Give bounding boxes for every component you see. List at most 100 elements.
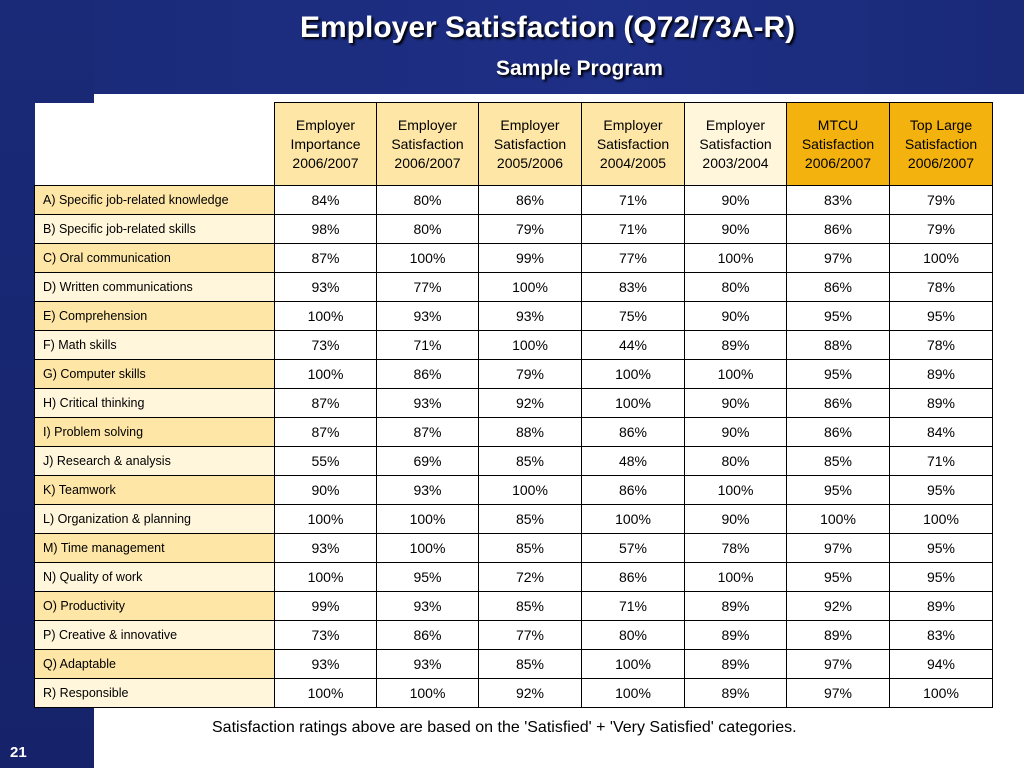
- table-cell: 73%: [274, 330, 377, 360]
- row-label: B) Specific job-related skills: [34, 214, 275, 244]
- column-header-line: 2006/2007: [907, 154, 975, 171]
- column-header: Top Large Satisfaction 2006/2007: [889, 102, 993, 186]
- table-cell: 100%: [274, 504, 377, 534]
- table-row: H) Critical thinking 87% 93% 92% 100% 90% 86% 8…: [34, 388, 993, 418]
- table-cell: 100%: [581, 678, 685, 708]
- row-label: K) Teamwork: [34, 475, 275, 505]
- table-cell: 100%: [478, 475, 582, 505]
- table-cell: 78%: [889, 330, 993, 360]
- table-cell: 71%: [581, 214, 685, 244]
- table-cell: 100%: [889, 678, 993, 708]
- row-label: P) Creative & innovative: [34, 620, 275, 650]
- table-cell: 79%: [478, 359, 582, 389]
- table-cell: 86%: [786, 388, 890, 418]
- table-cell: 90%: [684, 214, 787, 244]
- table-cell: 89%: [684, 620, 787, 650]
- table-cell: 89%: [684, 591, 787, 621]
- table-cell: 100%: [376, 678, 479, 708]
- table-row: J) Research & analysis 55% 69% 85% 48% 80% 85%…: [34, 446, 993, 476]
- row-label: C) Oral communication: [34, 243, 275, 273]
- table-cell: 99%: [274, 591, 377, 621]
- table-cell: 86%: [581, 475, 685, 505]
- row-label: A) Specific job-related knowledge: [34, 185, 275, 215]
- row-label: H) Critical thinking: [34, 388, 275, 418]
- title-banner: [0, 0, 1024, 94]
- column-header-line: Satisfaction: [596, 135, 670, 152]
- table-cell: 100%: [274, 301, 377, 331]
- table-cell: 90%: [274, 475, 377, 505]
- row-label: N) Quality of work: [34, 562, 275, 592]
- table-cell: 80%: [376, 185, 479, 215]
- table-cell: 83%: [889, 620, 993, 650]
- table-cell: 90%: [684, 301, 787, 331]
- table-cell: 87%: [274, 388, 377, 418]
- table-cell: 77%: [478, 620, 582, 650]
- table-cell: 100%: [581, 504, 685, 534]
- row-label: R) Responsible: [34, 678, 275, 708]
- table-cell: 92%: [786, 591, 890, 621]
- table-row: P) Creative & innovative 73% 86% 77% 80% 89% 8…: [34, 620, 993, 650]
- table-cell: 100%: [478, 272, 582, 302]
- table-row: N) Quality of work 100% 95% 72% 86% 100% 95% 95…: [34, 562, 993, 592]
- table-cell: 90%: [684, 185, 787, 215]
- row-label: J) Research & analysis: [34, 446, 275, 476]
- table-cell: 83%: [786, 185, 890, 215]
- column-header: Employer Satisfaction 2006/2007: [376, 102, 479, 186]
- table-cell: 80%: [684, 446, 787, 476]
- table-row: L) Organization & planning 100% 100% 85% 100…: [34, 504, 993, 534]
- table-cell: 100%: [684, 243, 787, 273]
- table-cell: 95%: [889, 475, 993, 505]
- table-cell: 100%: [889, 504, 993, 534]
- column-header-line: Employer: [295, 116, 356, 133]
- table-cell: 87%: [376, 417, 479, 447]
- table-cell: 86%: [786, 417, 890, 447]
- table-cell: 93%: [478, 301, 582, 331]
- table-cell: 100%: [684, 475, 787, 505]
- table-cell: 87%: [274, 417, 377, 447]
- row-label: M) Time management: [34, 533, 275, 563]
- table-cell: 99%: [478, 243, 582, 273]
- column-header: Employer Satisfaction 2005/2006: [478, 102, 582, 186]
- table-cell: 89%: [786, 620, 890, 650]
- table-row: K) Teamwork 90% 93% 100% 86% 100% 95% 95%: [34, 475, 993, 505]
- table-cell: 98%: [274, 214, 377, 244]
- table-cell: 90%: [684, 417, 787, 447]
- header-row: Employer Importance 2006/2007 Employer S…: [34, 102, 993, 186]
- table-cell: 79%: [889, 185, 993, 215]
- column-header-line: Satisfaction: [391, 135, 464, 152]
- column-header: Employer Satisfaction 2003/2004: [684, 102, 787, 186]
- table-row: B) Specific job-related skills 98% 80% 79% 7…: [34, 214, 993, 244]
- header-corner: [34, 102, 275, 186]
- row-label: F) Math skills: [34, 330, 275, 360]
- table-cell: 89%: [684, 649, 787, 679]
- table-cell: 100%: [581, 359, 685, 389]
- row-label: E) Comprehension: [34, 301, 275, 331]
- column-header: Employer Importance 2006/2007: [274, 102, 377, 186]
- table-cell: 48%: [581, 446, 685, 476]
- table-cell: 97%: [786, 649, 890, 679]
- column-header-line: Top Large: [909, 116, 973, 133]
- table-cell: 93%: [376, 388, 479, 418]
- table-cell: 78%: [684, 533, 787, 563]
- table-cell: 77%: [376, 272, 479, 302]
- table-cell: 95%: [889, 533, 993, 563]
- table-cell: 75%: [581, 301, 685, 331]
- table-cell: 95%: [786, 359, 890, 389]
- table-cell: 97%: [786, 678, 890, 708]
- table-cell: 71%: [581, 185, 685, 215]
- table-row: A) Specific job-related knowledge 84% 80% 8…: [34, 185, 993, 215]
- table-cell: 83%: [581, 272, 685, 302]
- table-cell: 55%: [274, 446, 377, 476]
- table-body: A) Specific job-related knowledge 84% 80% 8…: [34, 185, 993, 708]
- table-cell: 80%: [376, 214, 479, 244]
- table-cell: 86%: [786, 214, 890, 244]
- table-cell: 85%: [478, 649, 582, 679]
- table-cell: 71%: [376, 330, 479, 360]
- table-cell: 93%: [376, 591, 479, 621]
- table-cell: 73%: [274, 620, 377, 650]
- table-cell: 100%: [376, 533, 479, 563]
- column-header-line: MTCU: [817, 116, 859, 133]
- table-cell: 85%: [786, 446, 890, 476]
- table-cell: 85%: [478, 446, 582, 476]
- column-header-line: 2003/2004: [702, 154, 769, 171]
